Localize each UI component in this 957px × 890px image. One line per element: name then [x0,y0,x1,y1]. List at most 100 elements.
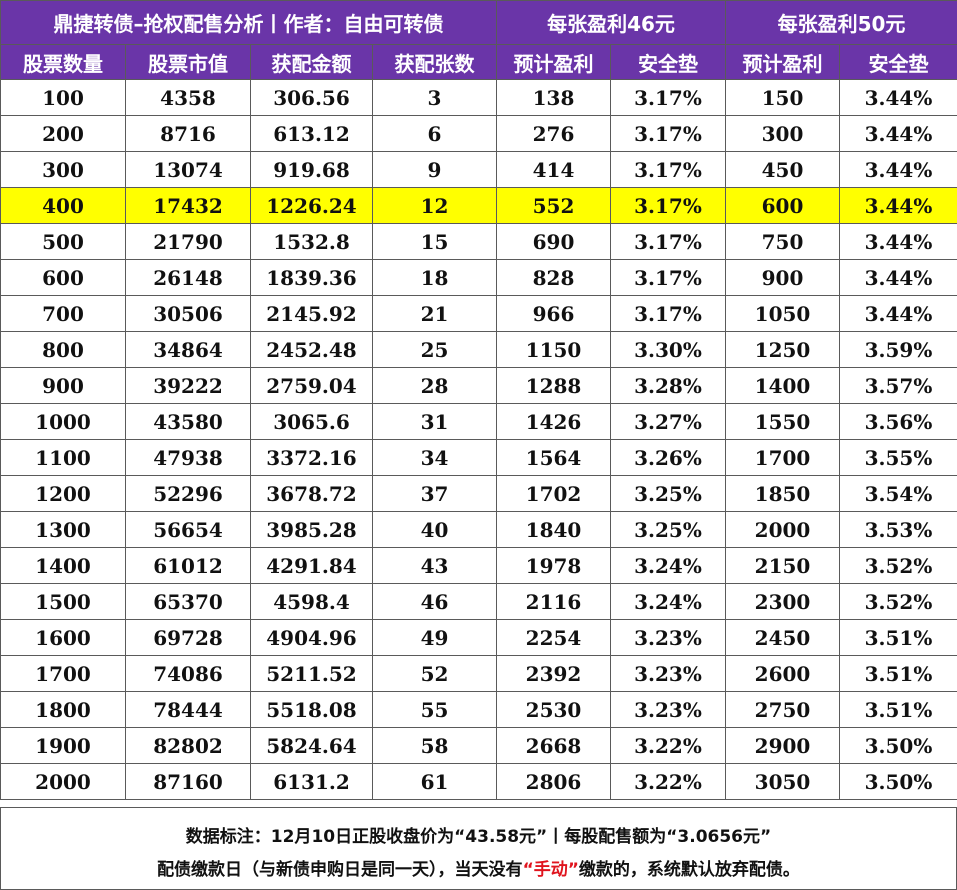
table-cell: 17432 [125,187,251,224]
table-cell: 150 [725,79,840,116]
table-cell: 34864 [125,331,251,368]
table-cell: 1700 [725,439,840,476]
table-cell: 500 [0,223,126,260]
table-cell: 55 [372,691,497,728]
table-cell: 400 [0,187,126,224]
table-cell: 3.51% [839,655,957,692]
table-row: 1300 56654 3985.28 40 1840 3.25% 2000 3.53% [0,511,957,548]
table-cell: 2254 [496,619,611,656]
footer-note-line-2-end: 缴款的，系统默认放弃配债。 [578,860,800,880]
table-cell: 3.50% [839,727,957,764]
table-cell: 1550 [725,403,840,440]
table-cell: 1800 [0,691,126,728]
table-cell: 3.17% [610,151,726,188]
table-cell: 3.55% [839,439,957,476]
table-cell: 750 [725,223,840,260]
table-cell: 4358 [125,79,251,116]
table-cell: 1978 [496,547,611,584]
table-cell: 3050 [725,763,840,800]
table-cell: 2600 [725,655,840,692]
table-cell: 1150 [496,331,611,368]
table-cell: 2530 [496,691,611,728]
table-cell: 2000 [0,763,126,800]
table-cell: 30506 [125,295,251,332]
column-header: 获配金额 [250,44,373,80]
table-cell: 1702 [496,475,611,512]
table-cell: 828 [496,259,611,296]
table-cell: 1850 [725,475,840,512]
sheet-title: 鼎捷转债–抢权配售分析丨作者：自由可转债 [0,0,497,45]
table-cell: 3.17% [610,187,726,224]
table-cell: 300 [0,151,126,188]
table-cell: 1226.24 [250,187,373,224]
table-cell: 21790 [125,223,251,260]
table-cell: 3.53% [839,511,957,548]
table-cell: 700 [0,295,126,332]
table-cell: 4598.4 [250,583,373,620]
column-header: 安全垫 [610,44,726,80]
table-cell: 2300 [725,583,840,620]
table-cell: 3.24% [610,547,726,584]
table-cell: 43580 [125,403,251,440]
table-row: 1700 74086 5211.52 52 2392 3.23% 2600 3.51% [0,655,957,692]
table-cell: 690 [496,223,611,260]
table-cell: 39222 [125,367,251,404]
table-cell: 3.51% [839,691,957,728]
table-row: 1600 69728 4904.96 49 2254 3.23% 2450 3.51% [0,619,957,656]
table-cell: 600 [725,187,840,224]
table-cell: 552 [496,187,611,224]
table-cell: 3.26% [610,439,726,476]
footer-note-line-2: 配债缴款日（与新债申购日是同一天），当天没有“手动”缴款的，系统默认放弃配债。 [1,855,956,880]
table-row: 1000 43580 3065.6 31 1426 3.27% 1550 3.56% [0,403,957,440]
table-cell: 5824.64 [250,727,373,764]
table-cell: 1400 [725,367,840,404]
table-cell: 18 [372,259,497,296]
table-cell: 61012 [125,547,251,584]
table-row: 1500 65370 4598.4 46 2116 3.24% 2300 3.52% [0,583,957,620]
table-cell: 3065.6 [250,403,373,440]
table-cell: 2452.48 [250,331,373,368]
table-cell: 100 [0,79,126,116]
table-row: 200 8716 613.12 6 276 3.17% 300 3.44% [0,115,957,152]
table-cell: 2150 [725,547,840,584]
table-cell: 1840 [496,511,611,548]
data-note-footer: 数据标注：12月10日正股收盘价为“43.58元”丨每股配售额为“3.0656元… [0,807,957,890]
footer-emphasis-manual: “手动” [522,860,579,880]
table-cell: 3985.28 [250,511,373,548]
table-cell: 3372.16 [250,439,373,476]
table-cell: 12 [372,187,497,224]
table-cell: 1564 [496,439,611,476]
table-cell: 69728 [125,619,251,656]
table-cell: 2806 [496,763,611,800]
table-row: 900 39222 2759.04 28 1288 3.28% 1400 3.57% [0,367,957,404]
table-cell: 3.17% [610,115,726,152]
table-cell: 58 [372,727,497,764]
table-cell: 3.23% [610,691,726,728]
table-cell: 3.44% [839,79,957,116]
table-row: 100 4358 306.56 3 138 3.17% 150 3.44% [0,79,957,116]
table-cell: 3.44% [839,223,957,260]
table-cell: 3.52% [839,583,957,620]
table-cell: 2668 [496,727,611,764]
table-cell: 2750 [725,691,840,728]
group-header-50: 每张盈利50元 [725,0,957,45]
table-cell: 3.23% [610,655,726,692]
table-cell: 2392 [496,655,611,692]
column-header: 预计盈利 [725,44,840,80]
table-cell: 47938 [125,439,251,476]
table-cell: 1532.8 [250,223,373,260]
table-cell: 3.54% [839,475,957,512]
table-cell: 3.22% [610,727,726,764]
table-cell: 40 [372,511,497,548]
table-cell: 1300 [0,511,126,548]
table-cell: 21 [372,295,497,332]
table-cell: 52296 [125,475,251,512]
table-cell: 3.25% [610,511,726,548]
table-cell: 600 [0,259,126,296]
table-row: 1100 47938 3372.16 34 1564 3.26% 1700 3.55% [0,439,957,476]
table-cell: 6 [372,115,497,152]
table-cell: 28 [372,367,497,404]
table-cell: 82802 [125,727,251,764]
table-cell: 3.59% [839,331,957,368]
table-row: 600 26148 1839.36 18 828 3.17% 900 3.44% [0,259,957,296]
